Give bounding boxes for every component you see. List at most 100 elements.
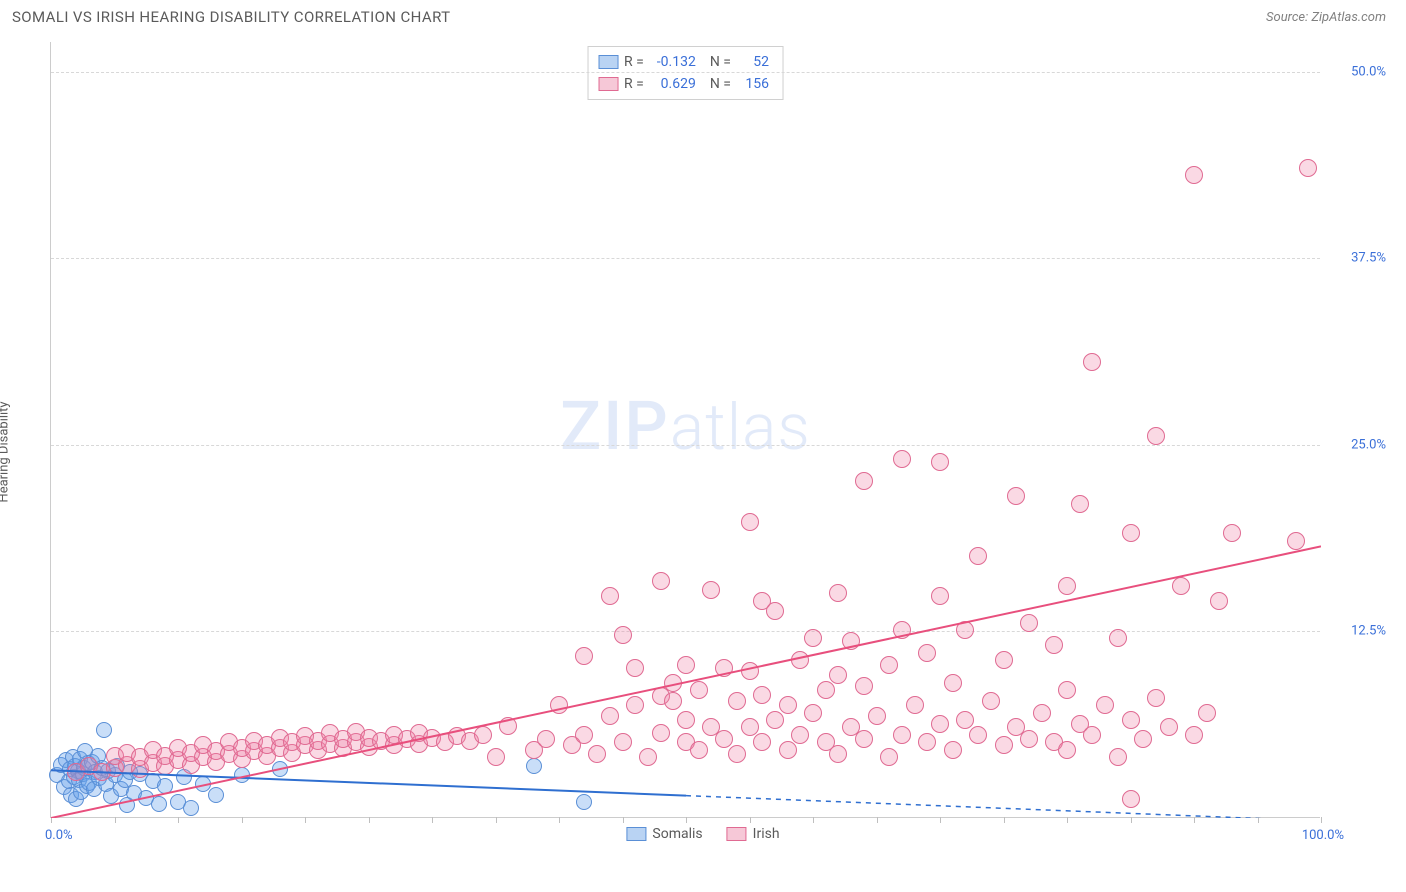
scatter-point xyxy=(1083,353,1101,371)
stat-r-label: R = xyxy=(624,51,644,73)
scatter-point xyxy=(1020,614,1038,632)
scatter-point xyxy=(715,730,733,748)
scatter-point xyxy=(868,707,886,725)
scatter-point xyxy=(1058,577,1076,595)
scatter-point xyxy=(956,621,974,639)
x-tick xyxy=(242,817,243,823)
x-tick xyxy=(305,817,306,823)
watermark: ZIPatlas xyxy=(560,386,811,466)
scatter-point xyxy=(677,711,695,729)
scatter-point xyxy=(804,629,822,647)
scatter-point xyxy=(575,647,593,665)
gridline xyxy=(51,445,1320,446)
x-tick xyxy=(1131,817,1132,823)
scatter-point xyxy=(753,686,771,704)
scatter-point xyxy=(151,796,167,812)
scatter-point xyxy=(779,696,797,714)
scatter-point xyxy=(779,741,797,759)
y-tick-label: 12.5% xyxy=(1326,624,1386,639)
scatter-point xyxy=(728,692,746,710)
y-tick-label: 50.0% xyxy=(1326,64,1386,79)
x-tick xyxy=(1321,817,1322,823)
scatter-point xyxy=(1134,730,1152,748)
scatter-point xyxy=(791,651,809,669)
x-tick xyxy=(940,817,941,823)
scatter-point xyxy=(1223,524,1241,542)
watermark-light: atlas xyxy=(670,390,811,465)
scatter-point xyxy=(1287,532,1305,550)
stat-r-value: 0.629 xyxy=(650,73,696,95)
scatter-point xyxy=(893,621,911,639)
scatter-point xyxy=(880,656,898,674)
scatter-point xyxy=(1058,741,1076,759)
scatter-point xyxy=(995,736,1013,754)
chart-container: Hearing Disability ZIPatlas R =-0.132N =… xyxy=(10,32,1396,872)
source-link[interactable]: ZipAtlas.com xyxy=(1311,10,1386,25)
scatter-point xyxy=(855,472,873,490)
scatter-point xyxy=(526,758,542,774)
scatter-point xyxy=(652,572,670,590)
scatter-point xyxy=(664,692,682,710)
scatter-point xyxy=(1033,704,1051,722)
y-tick-label: 25.0% xyxy=(1326,437,1386,452)
legend-swatch xyxy=(598,77,618,91)
scatter-point xyxy=(1172,577,1190,595)
y-tick-label: 37.5% xyxy=(1326,251,1386,266)
scatter-point xyxy=(817,681,835,699)
scatter-point xyxy=(1071,495,1089,513)
scatter-point xyxy=(804,704,822,722)
title-bar: SOMALI VS IRISH HEARING DISABILITY CORRE… xyxy=(0,0,1406,32)
scatter-point xyxy=(1096,696,1114,714)
x-tick xyxy=(1004,817,1005,823)
scatter-point xyxy=(741,662,759,680)
stat-r-value: -0.132 xyxy=(650,51,696,73)
scatter-point xyxy=(550,696,568,714)
gridline xyxy=(51,631,1320,632)
scatter-point xyxy=(855,730,873,748)
scatter-point xyxy=(183,800,199,816)
scatter-point xyxy=(829,666,847,684)
scatter-point xyxy=(1147,689,1165,707)
legend-swatch xyxy=(626,827,646,841)
x-tick xyxy=(559,817,560,823)
scatter-point xyxy=(931,453,949,471)
scatter-point xyxy=(601,587,619,605)
scatter-point xyxy=(893,450,911,468)
scatter-point xyxy=(741,718,759,736)
stat-n-label: N = xyxy=(710,51,731,73)
scatter-point xyxy=(626,696,644,714)
scatter-point xyxy=(487,748,505,766)
x-tick xyxy=(1258,817,1259,823)
source-attribution: Source: ZipAtlas.com xyxy=(1266,10,1386,25)
scatter-point xyxy=(652,724,670,742)
scatter-point xyxy=(766,602,784,620)
scatter-point xyxy=(1109,748,1127,766)
scatter-point xyxy=(766,711,784,729)
scatter-point xyxy=(1007,487,1025,505)
scatter-point xyxy=(995,651,1013,669)
scatter-point xyxy=(956,711,974,729)
stat-n-label: N = xyxy=(710,73,731,95)
x-tick xyxy=(369,817,370,823)
scatter-point xyxy=(96,722,112,738)
y-axis-label: Hearing Disability xyxy=(0,401,12,502)
scatter-point xyxy=(1083,726,1101,744)
scatter-point xyxy=(576,794,592,810)
scatter-point xyxy=(690,741,708,759)
scatter-point xyxy=(842,632,860,650)
scatter-point xyxy=(690,681,708,699)
scatter-point xyxy=(614,626,632,644)
scatter-point xyxy=(614,733,632,751)
scatter-point xyxy=(969,726,987,744)
scatter-point xyxy=(855,677,873,695)
stat-r-label: R = xyxy=(624,73,644,95)
scatter-point xyxy=(880,748,898,766)
series-legend-item: Irish xyxy=(727,826,780,842)
scatter-point xyxy=(474,726,492,744)
gridline xyxy=(51,258,1320,259)
scatter-point xyxy=(1058,681,1076,699)
chart-title: SOMALI VS IRISH HEARING DISABILITY CORRE… xyxy=(12,8,451,26)
gridline xyxy=(51,72,1320,73)
scatter-point xyxy=(1020,730,1038,748)
scatter-point xyxy=(1160,718,1178,736)
